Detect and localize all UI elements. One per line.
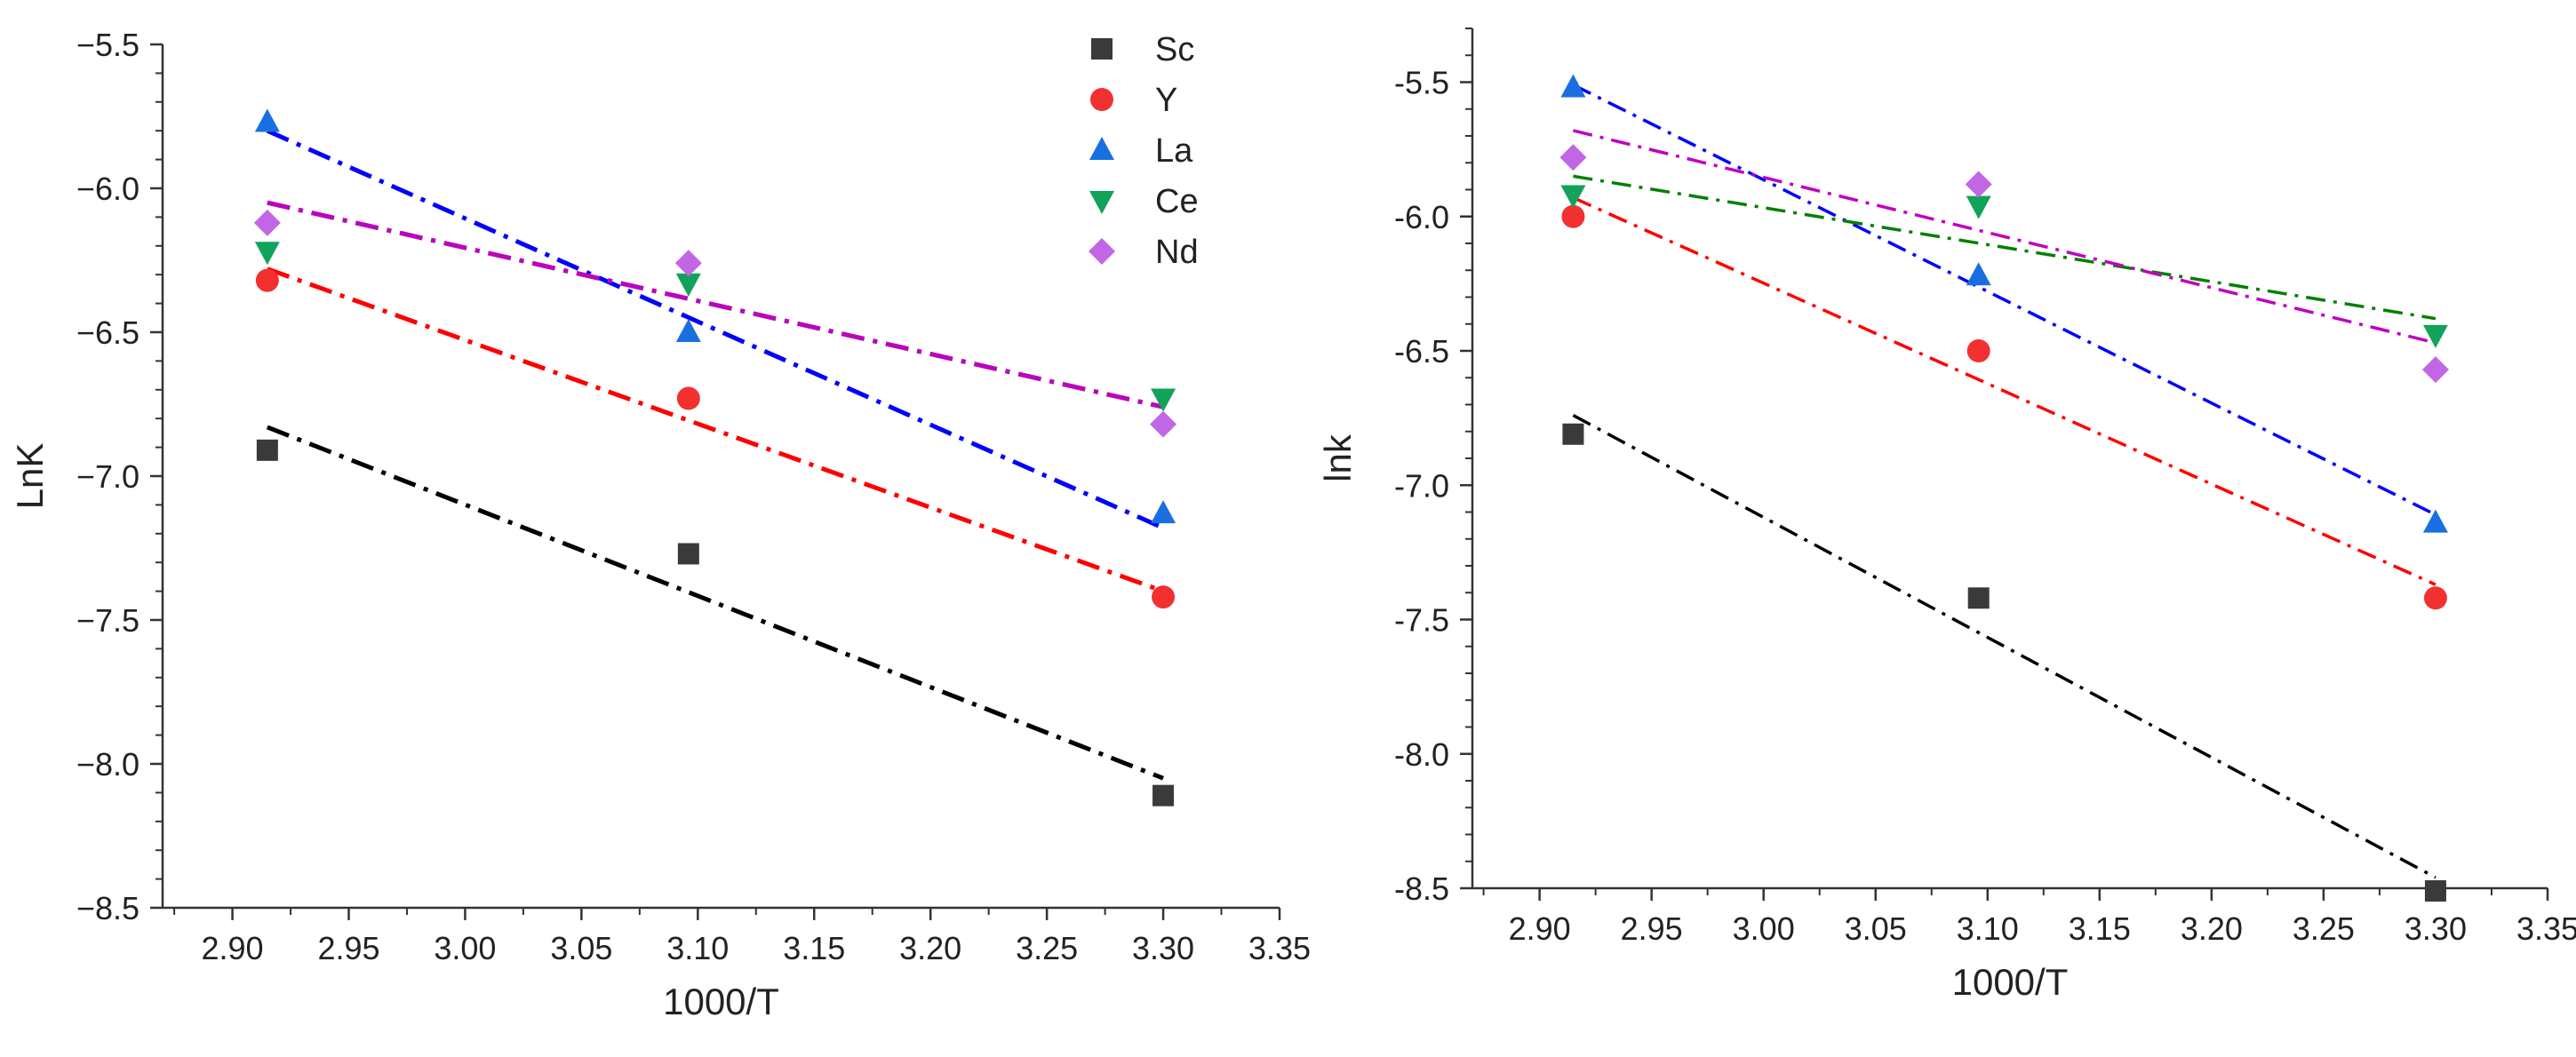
point-nd [674, 250, 702, 277]
x-tick-label: 3.35 [2516, 910, 2576, 947]
point-la [1966, 262, 1991, 286]
point-ce [1966, 195, 1991, 219]
y-tick-label: −5.5 [76, 27, 140, 63]
x-tick-label: 3.15 [2069, 910, 2131, 947]
point-sc [677, 543, 699, 565]
point-sc [1152, 784, 1175, 807]
point-la [675, 319, 701, 342]
point-la [1151, 500, 1176, 524]
point-ce [1151, 388, 1176, 412]
y-tick-label: −8.0 [76, 746, 140, 783]
x-tick-label: 3.30 [2405, 910, 2467, 947]
point-la [2422, 509, 2448, 533]
point-y [2423, 586, 2447, 610]
legend-label-nd: Nd [1155, 234, 1199, 271]
x-tick-label: 2.90 [1509, 910, 1571, 947]
legend-marker-nd [1089, 238, 1115, 265]
fit-line-ce [1573, 174, 2436, 321]
x-tick-label: 3.20 [2181, 910, 2243, 947]
point-nd [2421, 356, 2449, 384]
point-la [254, 108, 280, 132]
fit-line-la [266, 128, 1165, 530]
point-y [1152, 585, 1176, 609]
x-tick-label: 3.25 [1016, 930, 1078, 966]
y-tick-label: -6.5 [1394, 333, 1449, 370]
y-tick-label: −7.5 [76, 602, 140, 639]
y-tick-label: -7.0 [1394, 467, 1449, 504]
fit-line-la [1572, 83, 2436, 517]
point-sc [256, 439, 278, 461]
point-sc [1562, 423, 1584, 445]
x-tick-label: 3.10 [1957, 910, 2019, 947]
y-tick-label: -8.5 [1394, 870, 1449, 907]
x-tick-label: 3.10 [666, 930, 729, 966]
x-tick-label: 3.30 [1132, 930, 1194, 966]
legend-label-ce: Ce [1155, 183, 1199, 220]
x-tick-label: 3.15 [783, 930, 845, 966]
fit-line-y [1572, 195, 2436, 586]
fit-line-sc [1572, 414, 2436, 879]
chart-left-lnk: 2.90 2.95 3.00 3.05 3.10 3.15 3.20 3.25 3.30 3.35… [9, 27, 1311, 1022]
point-sc [1967, 587, 1990, 609]
y-tick-label: −6.5 [76, 314, 140, 351]
y-axis-title: LnK [9, 443, 51, 510]
point-nd [253, 209, 281, 236]
y-axis-title: lnk [1317, 433, 1359, 482]
fit-line-nd [267, 200, 1164, 409]
y-tick-label: -5.5 [1394, 65, 1449, 101]
point-la [1560, 74, 1586, 98]
point-nd [1150, 410, 1177, 438]
y-tick-label: -8.0 [1394, 736, 1449, 773]
legend-marker-sc [1091, 38, 1113, 60]
legend-marker-la [1089, 137, 1114, 160]
point-y [255, 268, 279, 292]
x-tick-label: 3.35 [1248, 930, 1311, 966]
point-y [676, 386, 700, 410]
x-tick-label: 3.20 [899, 930, 961, 966]
fit-line-sc [266, 425, 1164, 781]
fit-line-y [266, 266, 1164, 593]
point-nd [1559, 144, 1587, 171]
y-tick-label: −6.0 [76, 171, 140, 207]
legend-label-y: Y [1155, 82, 1177, 119]
x-tick-label: 3.05 [1845, 910, 1907, 947]
y-tick-label: -7.5 [1394, 602, 1449, 639]
x-tick-label: 2.95 [317, 930, 379, 966]
x-tick-label: 3.00 [1733, 910, 1795, 947]
point-y [1561, 204, 1585, 228]
point-y [1966, 339, 1990, 362]
legend-label-sc: Sc [1155, 31, 1194, 68]
x-tick-label: 2.95 [1621, 910, 1683, 947]
point-ce [254, 242, 280, 266]
legend-marker-ce [1089, 191, 1114, 214]
x-axis-title: 1000/T [1952, 961, 2069, 1003]
x-tick-label: 3.25 [2293, 910, 2355, 947]
y-tick-label: −7.0 [76, 458, 140, 495]
fit-line-nd [1573, 129, 2436, 345]
x-tick-label: 3.00 [434, 930, 496, 966]
chart-right-lnk: 2.90 2.95 3.00 3.05 3.10 3.15 3.20 3.25 3.30 3.35… [1317, 28, 2576, 1003]
point-ce [675, 273, 701, 297]
x-axis-title: 1000/T [663, 981, 779, 1022]
point-nd [1965, 171, 1992, 198]
point-ce [2422, 324, 2448, 348]
x-tick-label: 2.90 [202, 930, 264, 966]
point-sc [2424, 880, 2446, 902]
legend-marker-y [1090, 88, 1113, 111]
legend-label-la: La [1155, 132, 1193, 170]
y-tick-label: −8.5 [76, 890, 140, 926]
x-tick-label: 3.05 [550, 930, 612, 966]
point-ce [1560, 185, 1586, 209]
y-tick-label: -6.0 [1394, 199, 1449, 235]
